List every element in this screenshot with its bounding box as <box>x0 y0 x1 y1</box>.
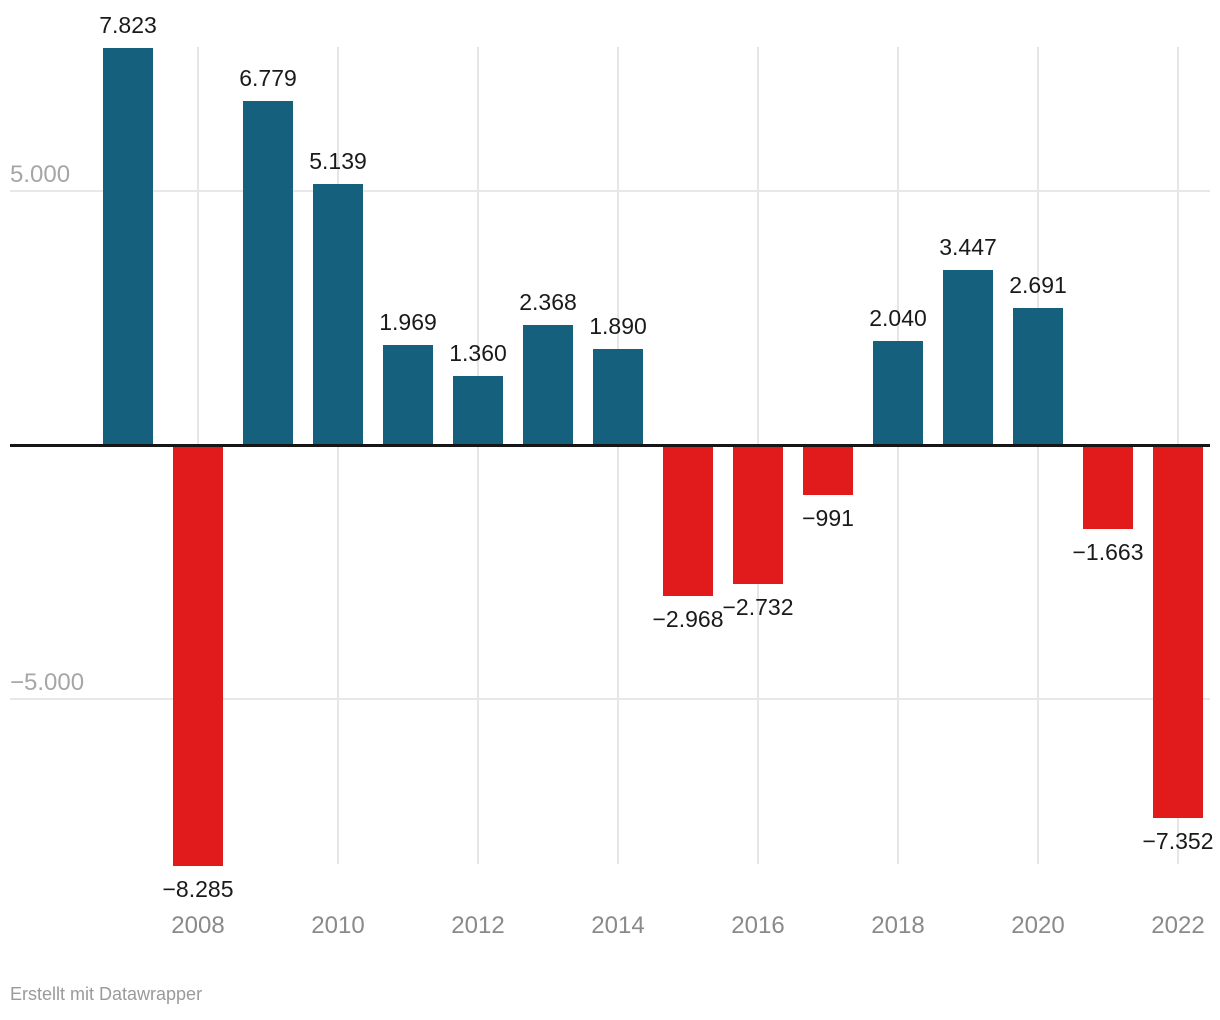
value-label-2021: −1.663 <box>1072 539 1144 566</box>
bar-2018 <box>873 341 923 445</box>
x-axis-tick-label-2020: 2020 <box>1011 912 1065 939</box>
vertical-gridline-2010 <box>337 47 339 864</box>
value-label-2010: 5.139 <box>309 147 367 174</box>
zero-baseline <box>10 443 1210 447</box>
value-label-2022: −7.352 <box>1142 828 1214 855</box>
bar-2016 <box>733 445 783 584</box>
x-axis-tick-label-2022: 2022 <box>1151 912 1205 939</box>
vertical-gridline-2020 <box>1037 47 1039 864</box>
value-label-2019: 3.447 <box>939 233 997 260</box>
bar-2021 <box>1083 445 1133 530</box>
horizontal-gridline-5000 <box>10 190 1210 192</box>
bar-2019 <box>943 269 993 445</box>
value-label-2018: 2.040 <box>869 305 927 332</box>
y-axis-tick-label: −5.000 <box>10 669 85 696</box>
bar-2009 <box>243 100 293 445</box>
x-axis-tick-label-2018: 2018 <box>871 912 925 939</box>
value-label-2014: 1.890 <box>589 312 647 339</box>
value-label-2009: 6.779 <box>239 64 297 91</box>
x-axis-tick-label-2016: 2016 <box>731 912 785 939</box>
value-label-2007: 7.823 <box>99 11 157 38</box>
vertical-gridline-2012 <box>477 47 479 864</box>
plot-area: 5.000 −5.000 7.823 −8.285 6.779 5.139 1.969 1.3… <box>10 11 1214 939</box>
bar-2017 <box>803 445 853 496</box>
bar-2013 <box>523 324 573 445</box>
value-label-2020: 2.691 <box>1009 272 1067 299</box>
bar-2010 <box>313 183 363 445</box>
x-axis-tick-label-2012: 2012 <box>451 912 505 939</box>
bar-2012 <box>453 375 503 445</box>
value-label-2008: −8.285 <box>162 875 234 902</box>
horizontal-gridline--5000 <box>10 698 1210 700</box>
bar-2007 <box>103 47 153 445</box>
bar-2015 <box>663 445 713 596</box>
value-label-2012: 1.360 <box>449 339 507 366</box>
value-label-2016: −2.732 <box>722 593 794 620</box>
datawrapper-attribution-link[interactable]: Erstellt mit Datawrapper <box>10 984 203 1004</box>
bar-2014 <box>593 348 643 445</box>
value-label-2017: −991 <box>802 505 854 532</box>
value-label-2013: 2.368 <box>519 288 577 315</box>
x-axis-tick-label-2008: 2008 <box>171 912 225 939</box>
value-label-2011: 1.969 <box>379 308 437 335</box>
value-label-2015: −2.968 <box>652 605 724 632</box>
bar-2008 <box>173 445 223 866</box>
x-axis-tick-label-2010: 2010 <box>311 912 365 939</box>
vertical-gridline-2018 <box>897 47 899 864</box>
vertical-gridline-2014 <box>617 47 619 864</box>
bar-2022 <box>1153 445 1203 819</box>
bar-2011 <box>383 344 433 445</box>
x-axis-tick-label-2014: 2014 <box>591 912 645 939</box>
y-axis-tick-label: 5.000 <box>10 161 71 188</box>
bar-2020 <box>1013 308 1063 445</box>
